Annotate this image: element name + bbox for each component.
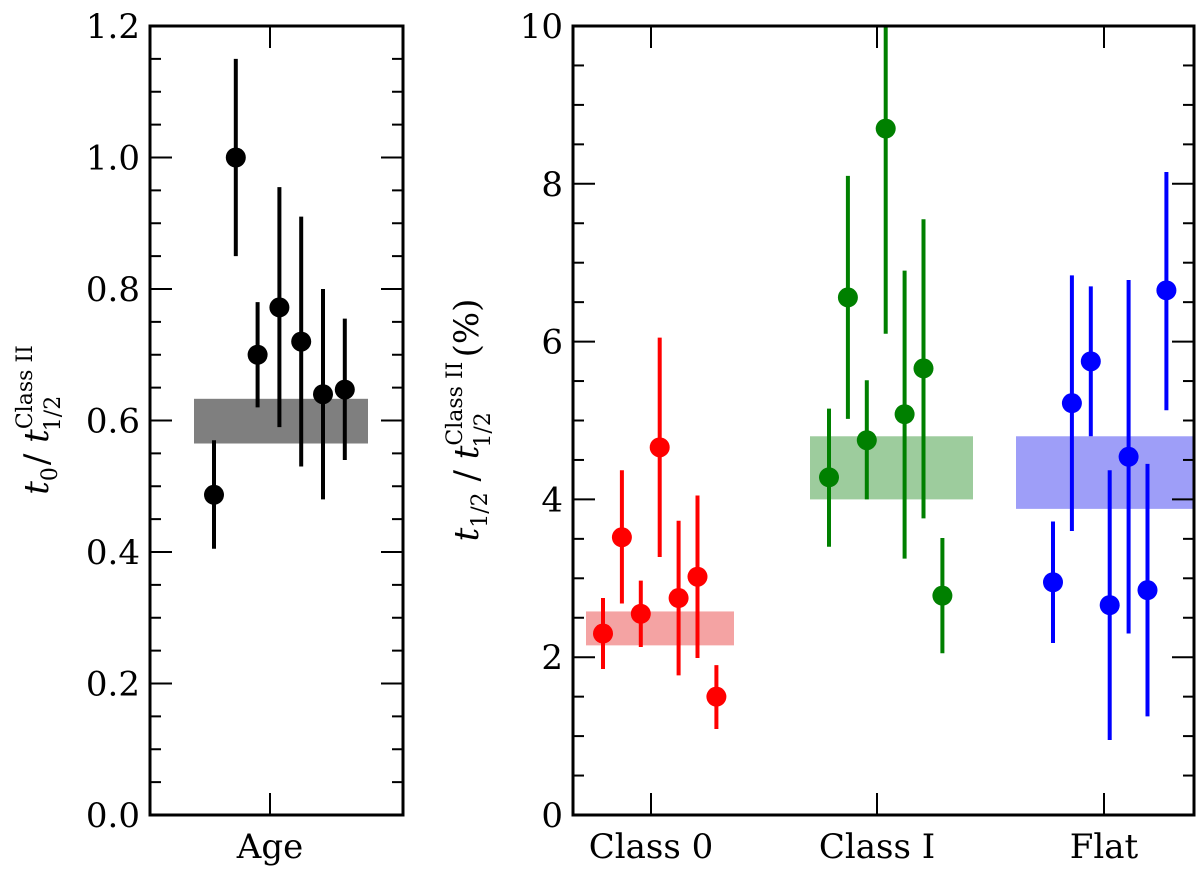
y-tick-label: 2 [541, 638, 563, 678]
y-tick-label: 1.2 [86, 7, 140, 47]
data-point [819, 467, 839, 488]
class-panel-ticks [573, 25, 1194, 816]
data-point [706, 686, 727, 707]
y-tick-label: 0 [541, 796, 563, 836]
data-point [894, 404, 915, 425]
y-tick-label: 10 [520, 7, 563, 47]
data-point [668, 588, 689, 609]
data-point [875, 118, 896, 139]
category-label: Flat [1070, 827, 1139, 867]
range-band [810, 436, 973, 500]
data-point [1043, 572, 1063, 593]
y-tick-label: 1.0 [86, 139, 140, 179]
range-band [1016, 436, 1194, 509]
category-label: Class I [819, 827, 935, 867]
y-tick-label: 8 [541, 165, 563, 205]
data-point [225, 147, 246, 168]
data-point [913, 358, 934, 379]
data-point [313, 384, 333, 405]
data-point [932, 585, 953, 606]
class-y-tick-labels: 0 2 4 6 8 10 [520, 7, 563, 836]
data-point [1118, 446, 1139, 467]
class-panel: 0 2 4 6 8 10 Class 0 Class I Flat t1/2 / tClass… [443, 7, 1196, 867]
data-point [247, 344, 268, 365]
age-panel: 0.0 0.2 0.4 0.6 0.8 1.0 1.2 Age t0/ tClass II 1… [13, 7, 405, 867]
y-tick-label: 4 [541, 480, 563, 520]
class-category-labels: Class 0 Class I Flat [589, 827, 1139, 867]
class-data-points [593, 26, 1177, 741]
data-point [291, 331, 312, 352]
data-point [1061, 393, 1082, 414]
y-tick-label: 0.8 [86, 270, 140, 310]
data-point [856, 430, 877, 451]
data-point [1080, 351, 1101, 372]
class-panel-frame [571, 24, 1196, 817]
class-y-axis-label: t1/2 / tClass II 1/2 (%) [443, 299, 496, 542]
age-y-tick-labels: 0.0 0.2 0.4 0.6 0.8 1.0 1.2 [86, 7, 140, 836]
age-y-axis-label: t0/ tClass II 1/2 [13, 345, 66, 495]
data-point [204, 484, 224, 505]
age-x-label: Age [236, 827, 303, 867]
age-data-points [204, 58, 355, 549]
age-panel-frame [148, 24, 405, 817]
category-label: Class 0 [589, 827, 714, 867]
y-tick-label: 0.4 [86, 533, 140, 573]
y-tick-label: 0.0 [86, 796, 140, 836]
data-point [649, 437, 670, 458]
y-tick-label: 0.6 [86, 402, 140, 442]
data-point [593, 623, 613, 644]
age-panel-ticks [150, 25, 403, 816]
data-point [837, 287, 858, 308]
data-point [269, 297, 290, 318]
data-point [1137, 580, 1158, 601]
data-point [630, 603, 651, 624]
data-point [687, 566, 708, 587]
y-tick-label: 0.2 [86, 665, 140, 705]
data-point [1099, 595, 1120, 616]
data-point [334, 379, 355, 400]
data-point [1156, 280, 1177, 301]
data-point [611, 527, 632, 548]
y-tick-label: 6 [541, 323, 563, 363]
